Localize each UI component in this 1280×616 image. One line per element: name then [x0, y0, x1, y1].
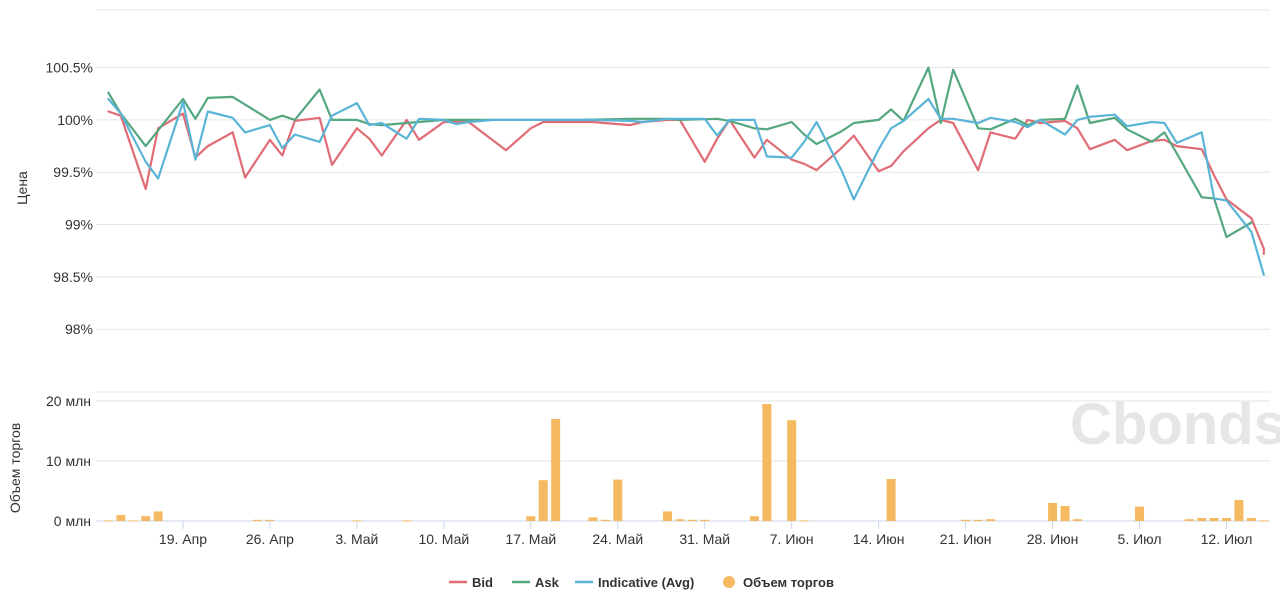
volume-bar	[675, 519, 685, 521]
x-tick-label: 14. Июн	[853, 531, 905, 547]
volume-bar	[985, 519, 995, 521]
legend-dot-marker	[723, 576, 735, 588]
series-line-indicative-avg	[107, 97, 1265, 276]
volume-bar	[1184, 519, 1194, 521]
volume-bar	[687, 519, 697, 521]
volume-tick-label: 0 млн	[54, 513, 91, 529]
price-tick-label: 100%	[57, 112, 93, 128]
volume-tick-label: 20 млн	[46, 393, 91, 409]
series-line-ask	[107, 66, 1253, 239]
volume-bar	[700, 519, 710, 521]
volume-bar	[1222, 518, 1232, 521]
x-tick-label: 3. Май	[335, 531, 378, 547]
legend: Bid Ask Indicative (Avg) Объем торгов	[449, 575, 834, 590]
volume-bar	[128, 520, 138, 522]
volume-bar	[762, 404, 772, 521]
x-tick-label: 21. Июн	[940, 531, 992, 547]
volume-bar	[1246, 518, 1256, 521]
x-tick-label: 10. Май	[418, 531, 469, 547]
volume-bar	[961, 519, 971, 521]
legend-item-label: Ask	[535, 575, 560, 590]
x-axis: 19. Апр 26. Апр 3. Май 10. Май 17. Май 24. Ма…	[159, 521, 1252, 547]
x-tick-label: 24. Май	[592, 531, 643, 547]
x-tick-label: 12. Июл	[1201, 531, 1253, 547]
volume-bar	[799, 520, 809, 522]
volume-bar	[1060, 506, 1070, 521]
volume-bar	[1209, 518, 1219, 521]
volume-bar	[600, 519, 610, 521]
volume-bar	[749, 516, 759, 521]
volume-bar	[1072, 519, 1082, 521]
x-tick-label: 28. Июн	[1027, 531, 1079, 547]
price-tick-label: 98.5%	[53, 269, 93, 285]
x-tick-label: 7. Июн	[770, 531, 814, 547]
volume-bar	[141, 516, 151, 521]
volume-bar	[153, 511, 163, 521]
legend-item-label: Indicative (Avg)	[598, 575, 694, 590]
price-tick-label: 99%	[65, 217, 93, 233]
volume-bar	[1048, 503, 1058, 521]
volume-bar	[1234, 500, 1244, 521]
volume-bar	[662, 511, 672, 521]
volume-axis-title: Объем торгов	[7, 423, 23, 513]
price-tick-label: 99.5%	[53, 164, 93, 180]
volume-bar	[1135, 506, 1145, 521]
series-line-bid	[107, 110, 1265, 255]
x-tick-label: 26. Апр	[246, 531, 294, 547]
x-tick-label: 5. Июл	[1118, 531, 1162, 547]
volume-bar	[1259, 520, 1269, 522]
volume-bar	[787, 420, 797, 521]
volume-bar	[886, 479, 896, 521]
volume-bar	[551, 419, 561, 521]
legend-item-label: Объем торгов	[743, 575, 834, 590]
price-axis-title: Цена	[14, 171, 30, 205]
volume-bar	[588, 517, 598, 521]
volume-bar	[265, 519, 275, 521]
volume-bar	[103, 520, 113, 522]
legend-item-label: Bid	[472, 575, 493, 590]
volume-bar	[352, 520, 362, 522]
volume-y-axis: 20 млн 10 млн 0 млн	[46, 393, 91, 529]
volume-bars	[103, 404, 1269, 522]
volume-bar	[1197, 518, 1207, 521]
cbonds-watermark: Cbonds	[1070, 392, 1280, 457]
x-tick-label: 17. Май	[505, 531, 556, 547]
volume-bar	[402, 520, 412, 522]
volume-tick-label: 10 млн	[46, 453, 91, 469]
price-tick-label: 98%	[65, 321, 93, 337]
volume-bar	[613, 479, 623, 521]
price-y-axis: 100.5% 100% 99.5% 99% 98.5% 98%	[46, 60, 93, 338]
volume-bar	[116, 515, 126, 521]
price-tick-label: 100.5%	[46, 60, 93, 76]
volume-bar	[973, 519, 983, 521]
volume-bar	[526, 516, 536, 521]
x-tick-label: 19. Апр	[159, 531, 207, 547]
x-tick-label: 31. Май	[679, 531, 730, 547]
price-series-lines	[107, 66, 1265, 276]
volume-bar	[253, 519, 263, 521]
volume-bar	[538, 480, 548, 521]
